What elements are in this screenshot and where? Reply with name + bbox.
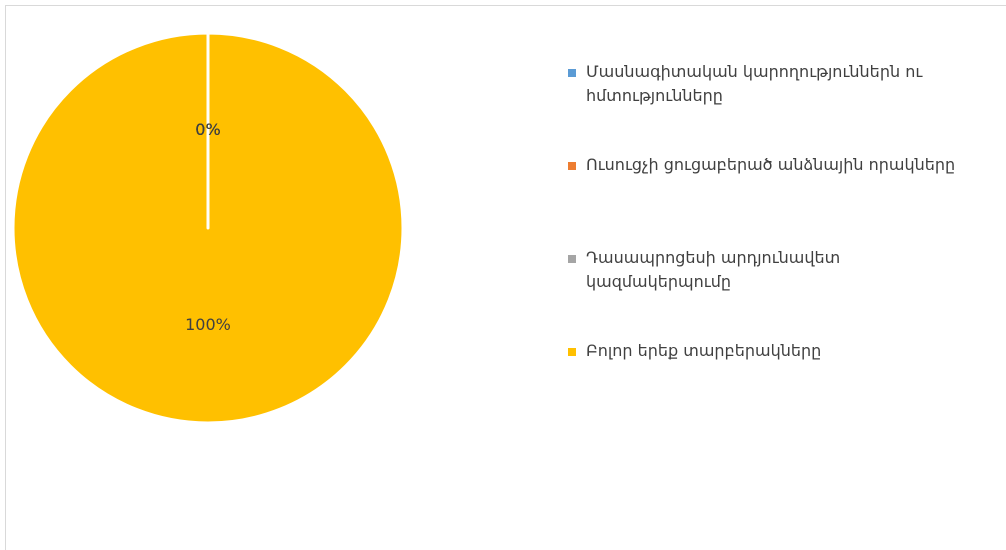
legend-label: Մասնագիտական կարողություններն ու հմտությ… (586, 62, 923, 105)
legend-item: Դասապրոցեսի արդյունավետ կազմակերպումը (568, 246, 968, 294)
data-label: 100% (185, 315, 231, 334)
legend-swatch (568, 348, 576, 356)
data-label: 0% (195, 120, 220, 139)
legend-swatch (568, 255, 576, 263)
legend-item: Ուսուցչի ցուցաբերած անձնային որակները (568, 153, 968, 177)
legend-swatch (568, 69, 576, 77)
legend-label: Բոլոր երեք տարբերակները (586, 341, 822, 360)
legend-label: Ուսուցչի ցուցաբերած անձնային որակները (586, 155, 956, 174)
legend-item: Բոլոր երեք տարբերակները (568, 339, 968, 363)
pie-slice (11, 31, 405, 425)
data-label: 0% (195, 120, 220, 139)
legend-label: Դասապրոցեսի արդյունավետ կազմակերպումը (586, 248, 841, 291)
data-label: 0% (195, 120, 220, 139)
legend-swatch (568, 162, 576, 170)
legend-item: Մասնագիտական կարողություններն ու հմտությ… (568, 60, 968, 108)
